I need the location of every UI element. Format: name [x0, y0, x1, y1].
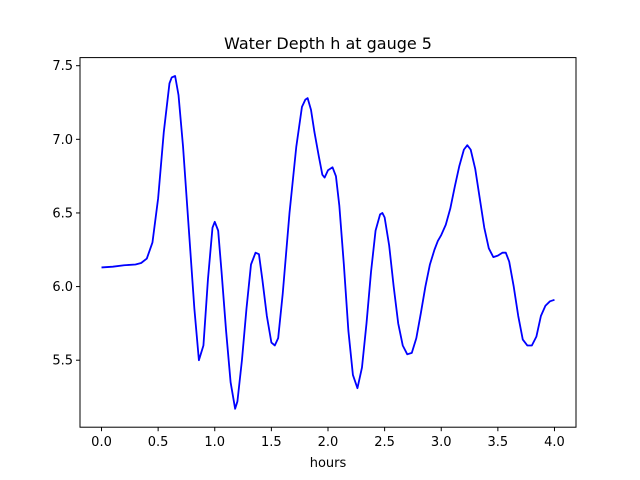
x-tick-label: 3.0: [431, 435, 452, 450]
x-tick-label: 1.0: [204, 435, 225, 450]
series-line-1: [101, 75, 555, 410]
y-tick-label: 6.0: [52, 280, 73, 295]
y-tick-label: 5.5: [52, 354, 73, 369]
y-axis: 5.5 6.0 6.5 7.0 7.5: [52, 59, 80, 369]
x-tick-label: 2.0: [318, 435, 339, 450]
x-tick-label: 0.0: [91, 435, 112, 450]
x-tick-label: 2.5: [374, 435, 395, 450]
x-axis: 0.0 0.5 1.0 1.5 2.0 2.5 3.0 3.5 4.0: [91, 427, 565, 450]
y-tick-label: 7.0: [52, 133, 73, 148]
chart-title: Water Depth h at gauge 5: [224, 34, 432, 53]
y-tick-label: 6.5: [52, 206, 73, 221]
plot-frame: [79, 57, 577, 428]
x-tick-label: 0.5: [148, 435, 169, 450]
x-tick-label: 1.5: [261, 435, 282, 450]
x-tick-label: 4.0: [544, 435, 565, 450]
x-axis-label: hours: [310, 456, 347, 471]
y-tick-label: 7.5: [52, 59, 73, 74]
plot-area: [101, 75, 555, 410]
x-tick-label: 3.5: [488, 435, 509, 450]
